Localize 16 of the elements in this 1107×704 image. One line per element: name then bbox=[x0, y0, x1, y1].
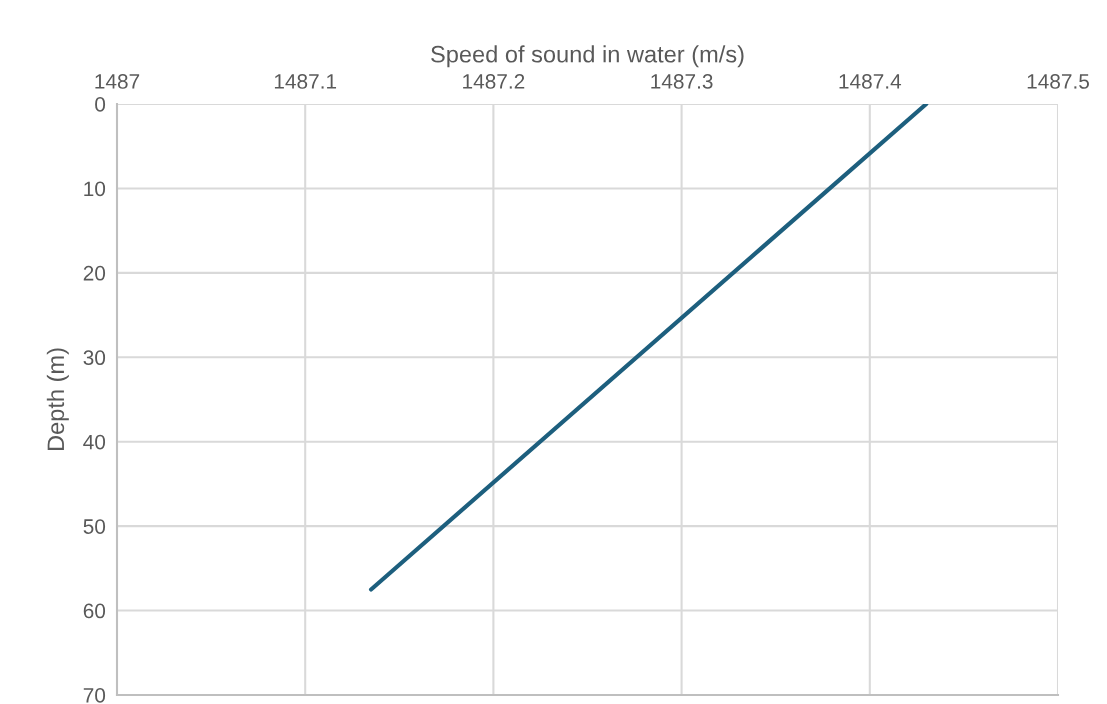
y-axis-title: Depth (m) bbox=[46, 348, 69, 451]
x-axis-title: Speed of sound in water (m/s) bbox=[431, 45, 744, 68]
x-tick-label: 1487.3 bbox=[651, 74, 713, 89]
x-tick-label: 1487.1 bbox=[274, 74, 337, 89]
y-tick-label: 10 bbox=[84, 181, 106, 197]
y-tick-label: 60 bbox=[83, 603, 106, 619]
y-tick-label: 70 bbox=[83, 688, 106, 703]
y-tick-label: 40 bbox=[83, 434, 106, 450]
y-tick-label: 20 bbox=[83, 265, 106, 281]
x-tick-label: 1487.2 bbox=[463, 74, 525, 89]
x-tick-label: 1487.4 bbox=[839, 74, 902, 89]
y-tick-label: 0 bbox=[95, 97, 106, 112]
x-tick-label: 1487 bbox=[95, 74, 140, 89]
x-tick-label: 1487.5 bbox=[1027, 74, 1089, 89]
y-tick-label: 30 bbox=[83, 350, 106, 366]
y-tick-label: 50 bbox=[83, 519, 106, 534]
